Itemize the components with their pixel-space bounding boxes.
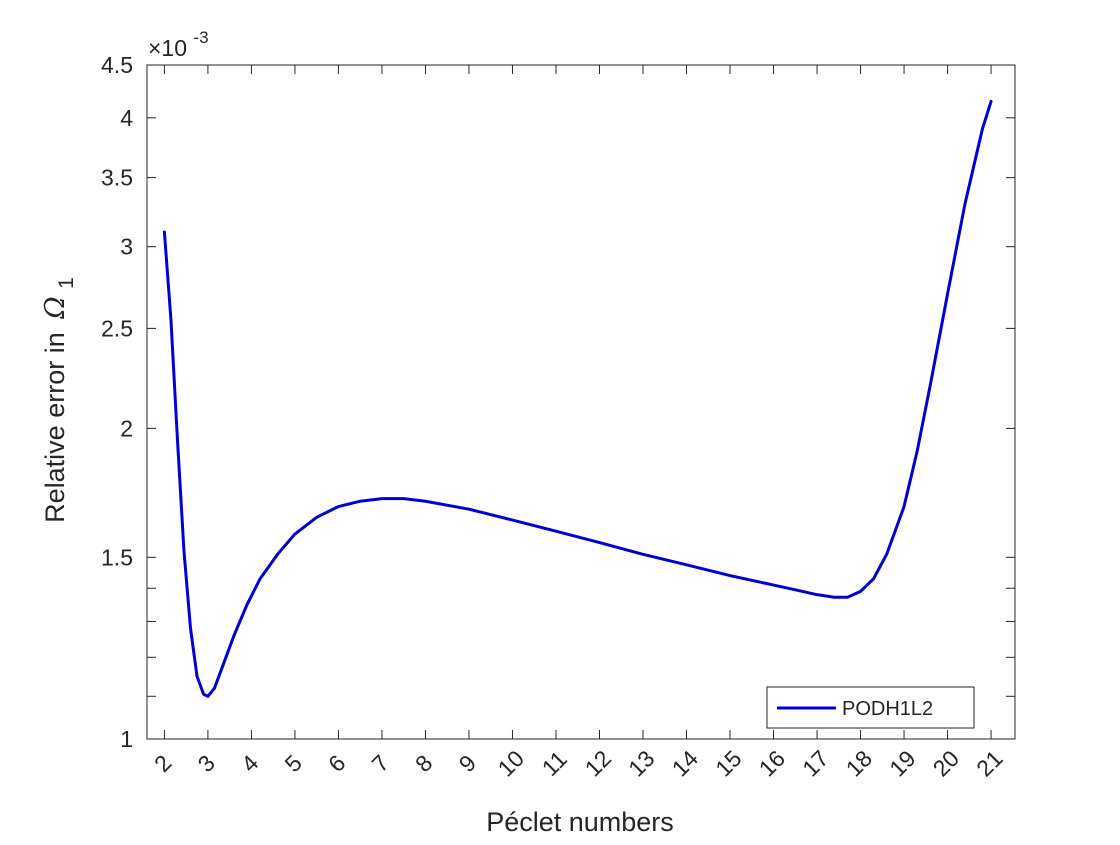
x-tick-label: 12 [580, 745, 616, 781]
x-tick-label: 5 [280, 750, 307, 777]
ticks-layer: 2 3 4 5 6 7 8 9 10 11 12 13 14 15 16 17 18 19 20 2111.522.5… [101, 52, 1015, 782]
x-tick-label: 14 [667, 745, 704, 782]
x-tick-label: 2 [149, 750, 176, 777]
y-axis-title-text: Relative error in [40, 332, 70, 523]
y-axis-title-subscript: 1 [55, 277, 78, 289]
legend: PODH1L2 [766, 686, 975, 729]
x-tick-label: 10 [493, 745, 529, 781]
y-tick-label: 3 [120, 234, 133, 260]
y-tick-label: 4.5 [101, 52, 133, 78]
y-tick-label: 1.5 [101, 544, 133, 570]
series-line [162, 99, 993, 698]
legend-label: PODH1L2 [842, 698, 933, 720]
x-tick-label: 17 [797, 745, 833, 781]
x-tick-label: 11 [537, 746, 572, 781]
y-tick-label: 4 [120, 105, 133, 131]
axes-layer [146, 64, 1016, 740]
x-tick-label: 19 [884, 745, 920, 781]
x-tick-label: 21 [971, 745, 1007, 781]
plot-frame [146, 64, 1016, 740]
x-tick-label: 9 [454, 750, 481, 777]
y-axis-title-symbol: Ω [40, 296, 71, 319]
y-tick-label: 2.5 [101, 315, 133, 341]
x-tick-label: 18 [841, 745, 877, 781]
x-tick-label: 20 [928, 745, 964, 781]
y-axis-title: Relative error in Ω 1 [40, 277, 78, 523]
y-tick-label: 1 [120, 726, 133, 752]
x-tick-label: 15 [710, 745, 746, 781]
y-exponent-base: ×10 [148, 35, 187, 61]
x-tick-label: 16 [754, 745, 790, 781]
y-tick-label: 2 [120, 415, 133, 441]
series-layer [162, 99, 993, 698]
x-tick-label: 13 [623, 745, 659, 781]
x-tick-label: 3 [193, 750, 220, 777]
x-axis-title: Péclet numbers [486, 807, 674, 837]
y-tick-label: 3.5 [101, 165, 133, 191]
x-tick-label: 7 [367, 750, 394, 777]
y-exponent-label: ×10 -3 [148, 28, 209, 61]
y-exponent-power: -3 [193, 28, 208, 47]
x-tick-label: 4 [236, 749, 264, 777]
x-tick-label: 6 [323, 750, 350, 777]
x-tick-label: 8 [410, 750, 437, 777]
